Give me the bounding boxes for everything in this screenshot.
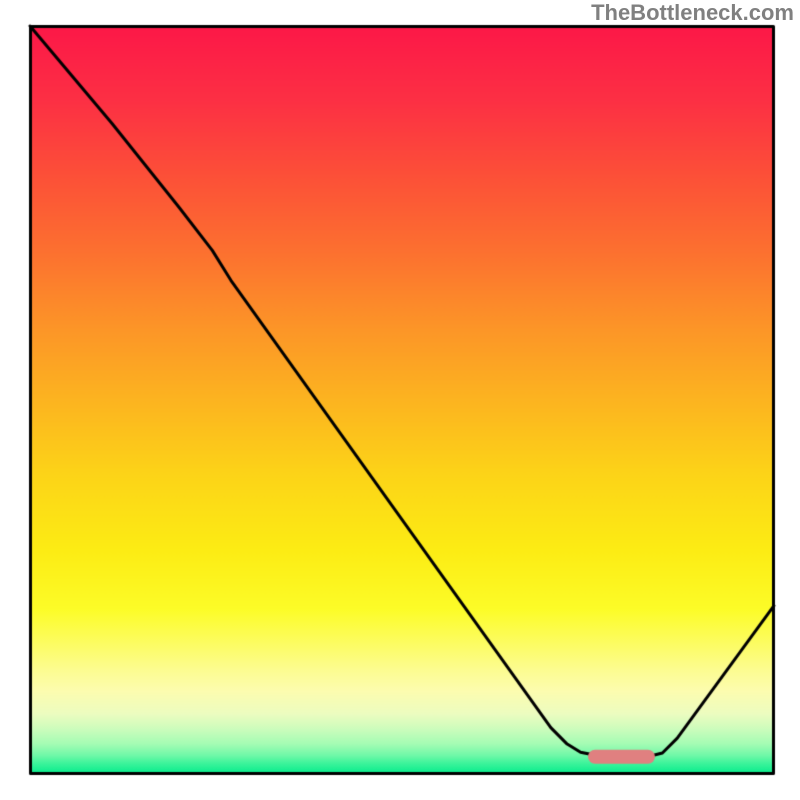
attribution-label: TheBottleneck.com bbox=[591, 0, 794, 26]
chart-container: TheBottleneck.com bbox=[0, 0, 800, 800]
bottleneck-gradient-chart bbox=[0, 0, 800, 800]
